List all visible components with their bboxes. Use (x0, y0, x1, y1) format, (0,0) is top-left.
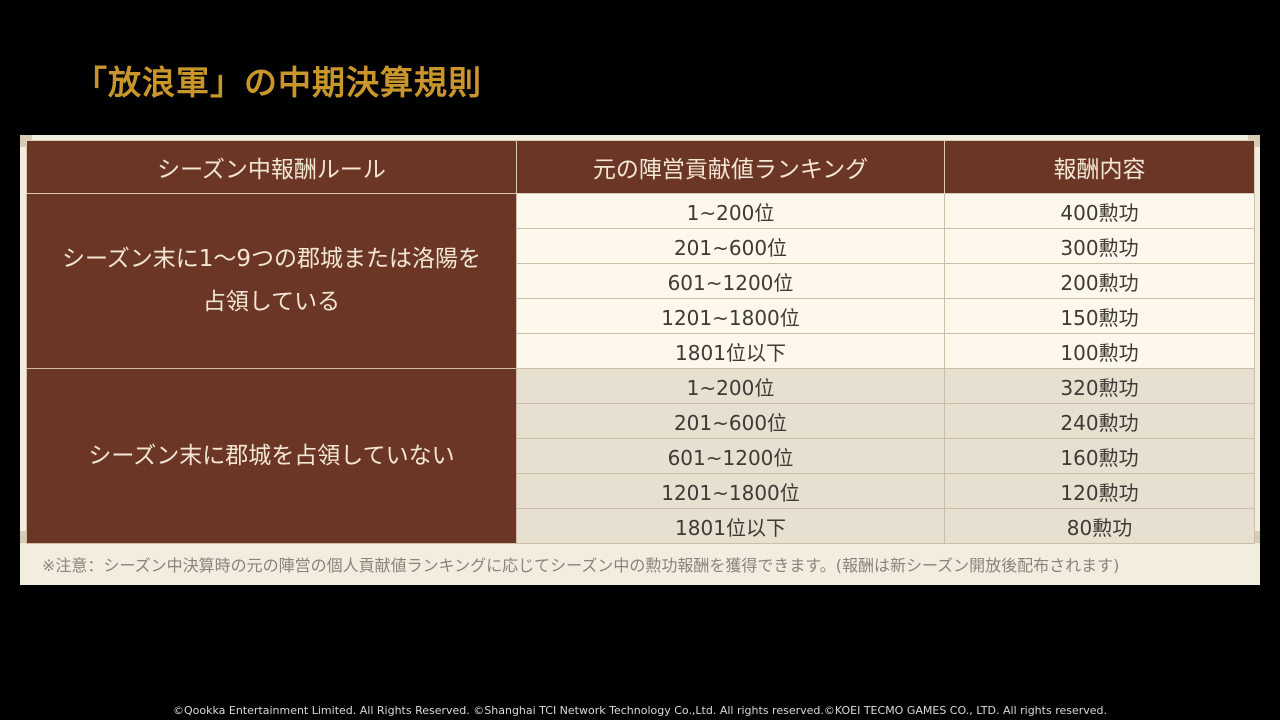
reward-cell: 80勲功 (944, 508, 1255, 544)
reward-cell: 120勲功 (944, 473, 1255, 509)
rank-cell: 1201~1800位 (516, 298, 945, 334)
rank-cell: 201~600位 (516, 228, 945, 264)
rank-cell: 601~1200位 (516, 438, 945, 474)
rank-cell: 1801位以下 (516, 333, 945, 369)
table-row: 1801位以下 80勲功 (27, 508, 1255, 544)
rank-cell: 1801位以下 (516, 508, 945, 544)
table-row: 601~1200位 160勲功 (27, 438, 1255, 474)
reward-cell: 160勲功 (944, 438, 1255, 474)
reward-cell: 100勲功 (944, 333, 1255, 369)
header-ranking: 元の陣営貢献値ランキング (516, 140, 945, 194)
header-reward: 報酬内容 (944, 140, 1255, 194)
rule-cell-occupying: シーズン末に1～9つの郡城または洛陽を 占領している (26, 193, 517, 369)
page-title: 「放浪軍」の中期決算規則 (74, 63, 482, 102)
rule-text: 占領している (202, 289, 341, 315)
table-row: シーズン末に1～9つの郡城または洛陽を 占領している 1~200位 400勲功 (26, 193, 1255, 369)
header-rule: シーズン中報酬ルール (26, 140, 517, 194)
rank-cell: 201~600位 (516, 403, 945, 439)
note-text: ※注意：シーズン中決算時の元の陣営の個人貢献値ランキングに応じてシーズン中の勲功… (42, 556, 1120, 575)
rule-text: シーズン末に1～9つの郡城または洛陽を (61, 246, 482, 273)
reward-cell: 240勲功 (944, 403, 1255, 439)
table-row: 601~1200位 200勲功 (27, 263, 1255, 299)
copyright-text: ©Qookka Entertainment Limited. All Right… (172, 704, 1108, 717)
reward-cell: 400勲功 (944, 193, 1255, 229)
table-row: 1201~1800位 150勲功 (27, 298, 1255, 334)
table-row: 201~600位 300勲功 (27, 228, 1255, 264)
table-row: 201~600位 240勲功 (27, 403, 1255, 439)
reward-cell: 320勲功 (944, 368, 1255, 404)
table-header-row: シーズン中報酬ルール 元の陣営貢献値ランキング 報酬内容 (26, 140, 1255, 194)
rules-panel: シーズン中報酬ルール 元の陣営貢献値ランキング 報酬内容 シーズン末に1～9つの… (20, 135, 1260, 585)
rank-cell: 1201~1800位 (516, 473, 945, 509)
table-row: 1201~1800位 120勲功 (27, 473, 1255, 509)
rank-cell: 1~200位 (516, 193, 945, 229)
reward-table: シーズン中報酬ルール 元の陣営貢献値ランキング 報酬内容 シーズン末に1～9つの… (26, 140, 1255, 544)
rule-cell-not-occupying: シーズン末に郡城を占領していない (26, 368, 517, 544)
rank-cell: 601~1200位 (516, 263, 945, 299)
reward-cell: 300勲功 (944, 228, 1255, 264)
table-row: シーズン末に郡城を占領していない 1~200位 320勲功 (26, 368, 1255, 544)
rule-text: シーズン末に郡城を占領していない (88, 442, 455, 469)
reward-cell: 200勲功 (944, 263, 1255, 299)
rank-cell: 1~200位 (516, 368, 945, 404)
reward-cell: 150勲功 (944, 298, 1255, 334)
